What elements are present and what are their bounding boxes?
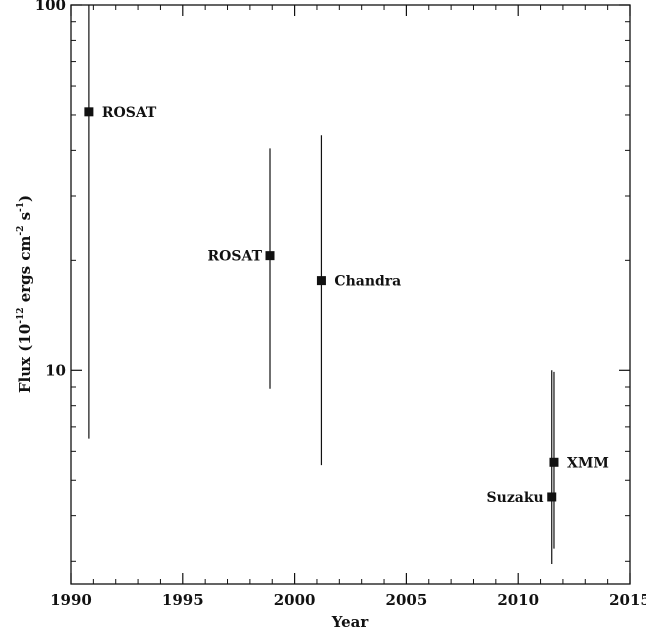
error-bars xyxy=(88,5,555,564)
point-label: Suzaku xyxy=(487,490,544,506)
data-point-marker xyxy=(549,457,559,467)
data-point-marker xyxy=(84,107,94,117)
data-point-marker xyxy=(265,251,275,261)
x-axis-title: Year xyxy=(331,613,370,631)
y-tick-label: 10 xyxy=(45,361,66,379)
minor-ticks xyxy=(71,5,630,584)
point-label: ROSAT xyxy=(102,105,157,121)
x-tick-label: 2000 xyxy=(274,591,316,609)
y-tick-labels: 10 100 xyxy=(35,0,66,379)
y-axis-title: Flux (10-12 ergs cm-2 s-1) xyxy=(16,195,34,393)
x-tick-label: 1995 xyxy=(162,591,204,609)
x-tick-label: 1990 xyxy=(50,591,92,609)
y-tick-label: 100 xyxy=(35,0,66,14)
point-labels: ROSAT ROSAT Chandra XMM Suzaku xyxy=(102,105,609,506)
point-label: XMM xyxy=(567,455,609,471)
x-tick-label: 2015 xyxy=(609,591,646,609)
major-ticks xyxy=(70,4,631,584)
plot-frame xyxy=(70,4,631,585)
x-tick-label: 2005 xyxy=(386,591,428,609)
data-point-marker xyxy=(547,492,557,502)
x-tick-labels: 1990 1995 2000 2005 2010 2015 xyxy=(50,591,646,609)
data-points xyxy=(84,107,559,502)
x-tick-label: 2010 xyxy=(497,591,539,609)
point-label: ROSAT xyxy=(208,249,263,265)
data-point-marker xyxy=(316,276,326,286)
point-label: Chandra xyxy=(334,274,401,290)
